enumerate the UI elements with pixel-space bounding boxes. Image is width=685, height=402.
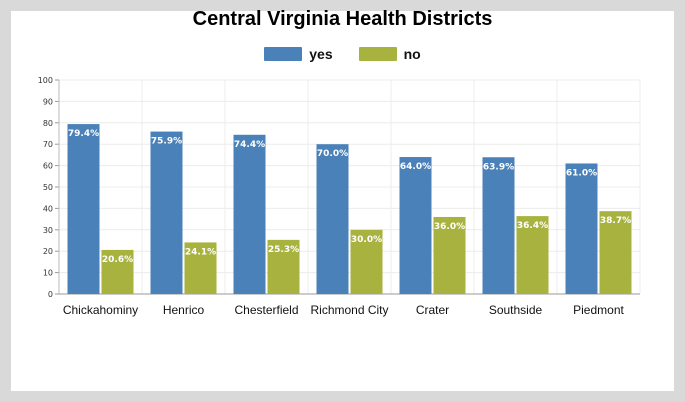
y-tick-label-60: 60: [43, 162, 53, 171]
y-tick-label-70: 70: [43, 140, 53, 149]
x-tick-label-5: Southside: [489, 303, 543, 317]
bar-no-3: [350, 229, 383, 294]
legend-swatch-yes: [264, 47, 303, 61]
y-tick-label-10: 10: [43, 269, 53, 278]
bar-no-6: [599, 211, 632, 294]
bar-no-5: [516, 216, 549, 294]
data-label-no-4: 36.0%: [434, 222, 465, 232]
bar-yes-1: [150, 131, 183, 294]
data-label-yes-1: 75.9%: [151, 137, 182, 147]
bar-yes-3: [316, 144, 349, 294]
data-label-yes-6: 61.0%: [566, 168, 597, 178]
bar-yes-5: [482, 157, 515, 294]
data-label-no-6: 38.7%: [600, 216, 631, 226]
x-tick-label-1: Henrico: [163, 303, 205, 317]
bar-yes-6: [565, 163, 598, 294]
legend: yes no: [0, 46, 685, 62]
x-tick-label-3: Richmond City: [310, 303, 388, 317]
x-tick-label-4: Crater: [416, 303, 449, 317]
legend-label-no: no: [403, 46, 421, 62]
legend-item-no[interactable]: no: [358, 46, 421, 62]
data-label-yes-4: 64.0%: [400, 162, 431, 172]
y-tick-label-0: 0: [48, 290, 53, 299]
data-label-no-5: 36.4%: [517, 221, 548, 231]
legend-swatch-no: [358, 47, 397, 61]
x-tick-label-2: Chesterfield: [234, 303, 298, 317]
data-label-no-2: 25.3%: [268, 245, 299, 255]
y-tick-label-90: 90: [43, 97, 53, 106]
data-label-yes-2: 74.4%: [234, 140, 265, 150]
y-tick-label-50: 50: [43, 183, 53, 192]
bar-no-4: [433, 216, 466, 294]
data-label-no-0: 20.6%: [102, 255, 133, 265]
data-label-yes-0: 79.4%: [68, 129, 99, 139]
y-tick-label-80: 80: [43, 119, 53, 128]
x-tick-label-0: Chickahominy: [63, 303, 138, 317]
y-tick-label-40: 40: [43, 204, 53, 213]
y-tick-label-100: 100: [38, 76, 53, 85]
bar-yes-0: [67, 124, 100, 294]
legend-item-yes[interactable]: yes: [264, 46, 333, 62]
bar-no-2: [267, 239, 300, 294]
x-tick-label-6: Piedmont: [573, 303, 624, 317]
bar-yes-2: [233, 134, 266, 294]
data-label-no-3: 30.0%: [351, 235, 382, 245]
data-label-no-1: 24.1%: [185, 247, 216, 257]
y-tick-label-30: 30: [43, 226, 53, 235]
bar-no-0: [101, 249, 134, 294]
legend-label-yes: yes: [309, 46, 333, 62]
chart-title: Central Virginia Health Districts: [192, 8, 493, 30]
y-tick-label-20: 20: [43, 247, 53, 256]
data-label-yes-5: 63.9%: [483, 162, 514, 172]
data-label-yes-3: 70.0%: [317, 149, 348, 159]
bar-yes-4: [399, 157, 432, 294]
bar-no-1: [184, 242, 217, 294]
